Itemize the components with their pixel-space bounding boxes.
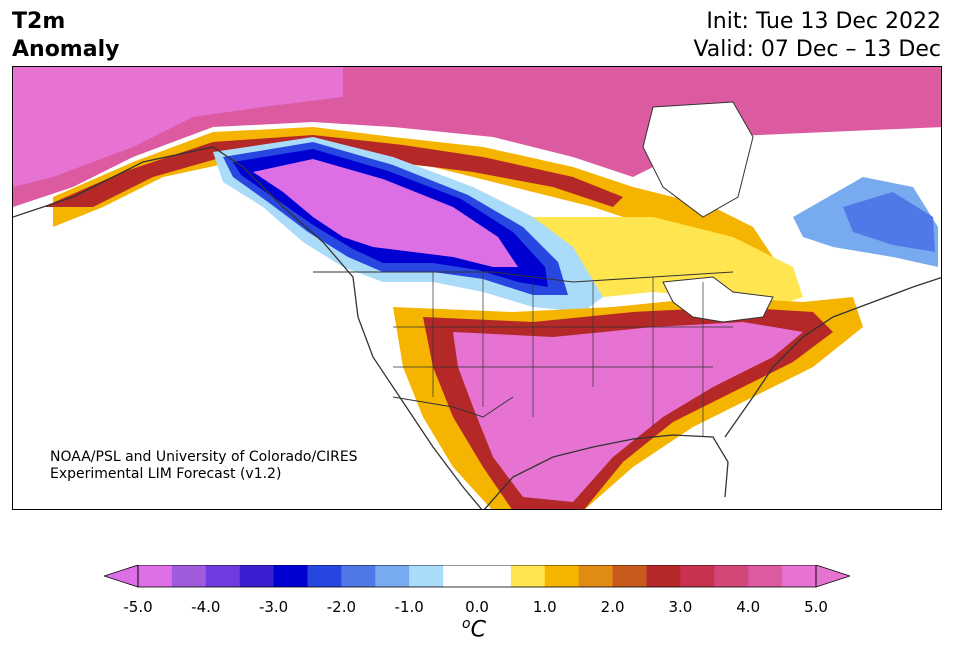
colorbar-tick-label: 0.0 [465,598,489,616]
colorbar-cell [748,565,783,587]
degree-symbol: o [462,616,471,632]
colorbar-left-extend [104,565,139,588]
colorbar-tick-label: 2.0 [600,598,625,616]
coastline-gulf [483,434,729,509]
great-lakes [662,276,774,323]
state-lines [393,272,733,437]
init-date: Init: Tue 13 Dec 2022 [706,9,941,34]
colorbar-cell [612,565,647,587]
unit-letter: C [470,617,486,643]
credit-line-2: Experimental LIM Forecast (v1.2) [50,466,282,482]
anomaly-region-alaska-magenta [13,67,343,187]
border-us-mexico [392,396,514,418]
colorbar-cells [138,565,817,587]
colorbar-tick-label: -1.0 [394,598,424,616]
title-line-1: T2m [12,9,66,34]
colorbar-tick-label: 1.0 [532,598,557,616]
anomaly-region-east-canada-blue [843,192,935,252]
colorbar-cell [443,565,478,587]
colorbar-tick-label: -4.0 [191,598,221,616]
colorbar-cell [510,565,546,587]
map-title: T2m Anomaly [12,8,119,64]
colorbar-cell [680,565,715,587]
coastline-west [13,146,483,509]
anomaly-region-plains-yellow [533,217,803,307]
colorbar-cell [477,565,512,587]
colorbar-cell [205,565,241,587]
colorbar-cell [646,565,681,587]
colorbar-cell [782,565,817,587]
colorbar-cell [714,565,749,587]
colorbar-cell [138,565,173,587]
colorbar-cell [578,565,614,587]
colorbar-unit: oC [462,616,486,642]
anomaly-map: NOAA/PSL and University of Colorado/CIRE… [12,66,942,510]
map-credit: NOAA/PSL and University of Colorado/CIRE… [50,449,358,483]
colorbar-cell [273,565,308,587]
colorbar-cell [409,565,444,587]
colorbar-cell [375,565,410,587]
anomaly-region-cold-violet [253,159,518,267]
colorbar-cell [341,565,376,587]
colorbar-tick-label: -5.0 [123,598,153,616]
hudson-bay [642,101,754,218]
colorbar-tick-label: 3.0 [668,598,693,616]
colorbar-right-extend [815,565,850,588]
colorbar-outline [137,565,817,588]
colorbar-tick-labels: -5.0 -4.0 -3.0 -2.0 -1.0 0.0 1.0 2.0 3.0 4.0 5.0 [0,598,953,618]
colorbar-cell [239,565,275,587]
valid-range: Valid: 07 Dec – 13 Dec [693,37,941,62]
map-canvas [13,67,941,509]
colorbar-tick-label: 4.0 [736,598,761,616]
credit-line-1: NOAA/PSL and University of Colorado/CIRE… [50,449,358,465]
title-line-2: Anomaly [12,37,120,62]
colorbar-cell [544,565,580,587]
temperature-colorbar [104,565,850,588]
colorbar-tick-label: -2.0 [326,598,357,616]
colorbar-cell [171,565,207,587]
colorbar-cell [307,565,342,587]
colorbar-tick-label: -3.0 [258,598,289,616]
date-info: Init: Tue 13 Dec 2022 Valid: 07 Dec – 13… [693,8,941,64]
colorbar-tick-label: 5.0 [804,598,828,616]
coastline-east [724,276,941,438]
